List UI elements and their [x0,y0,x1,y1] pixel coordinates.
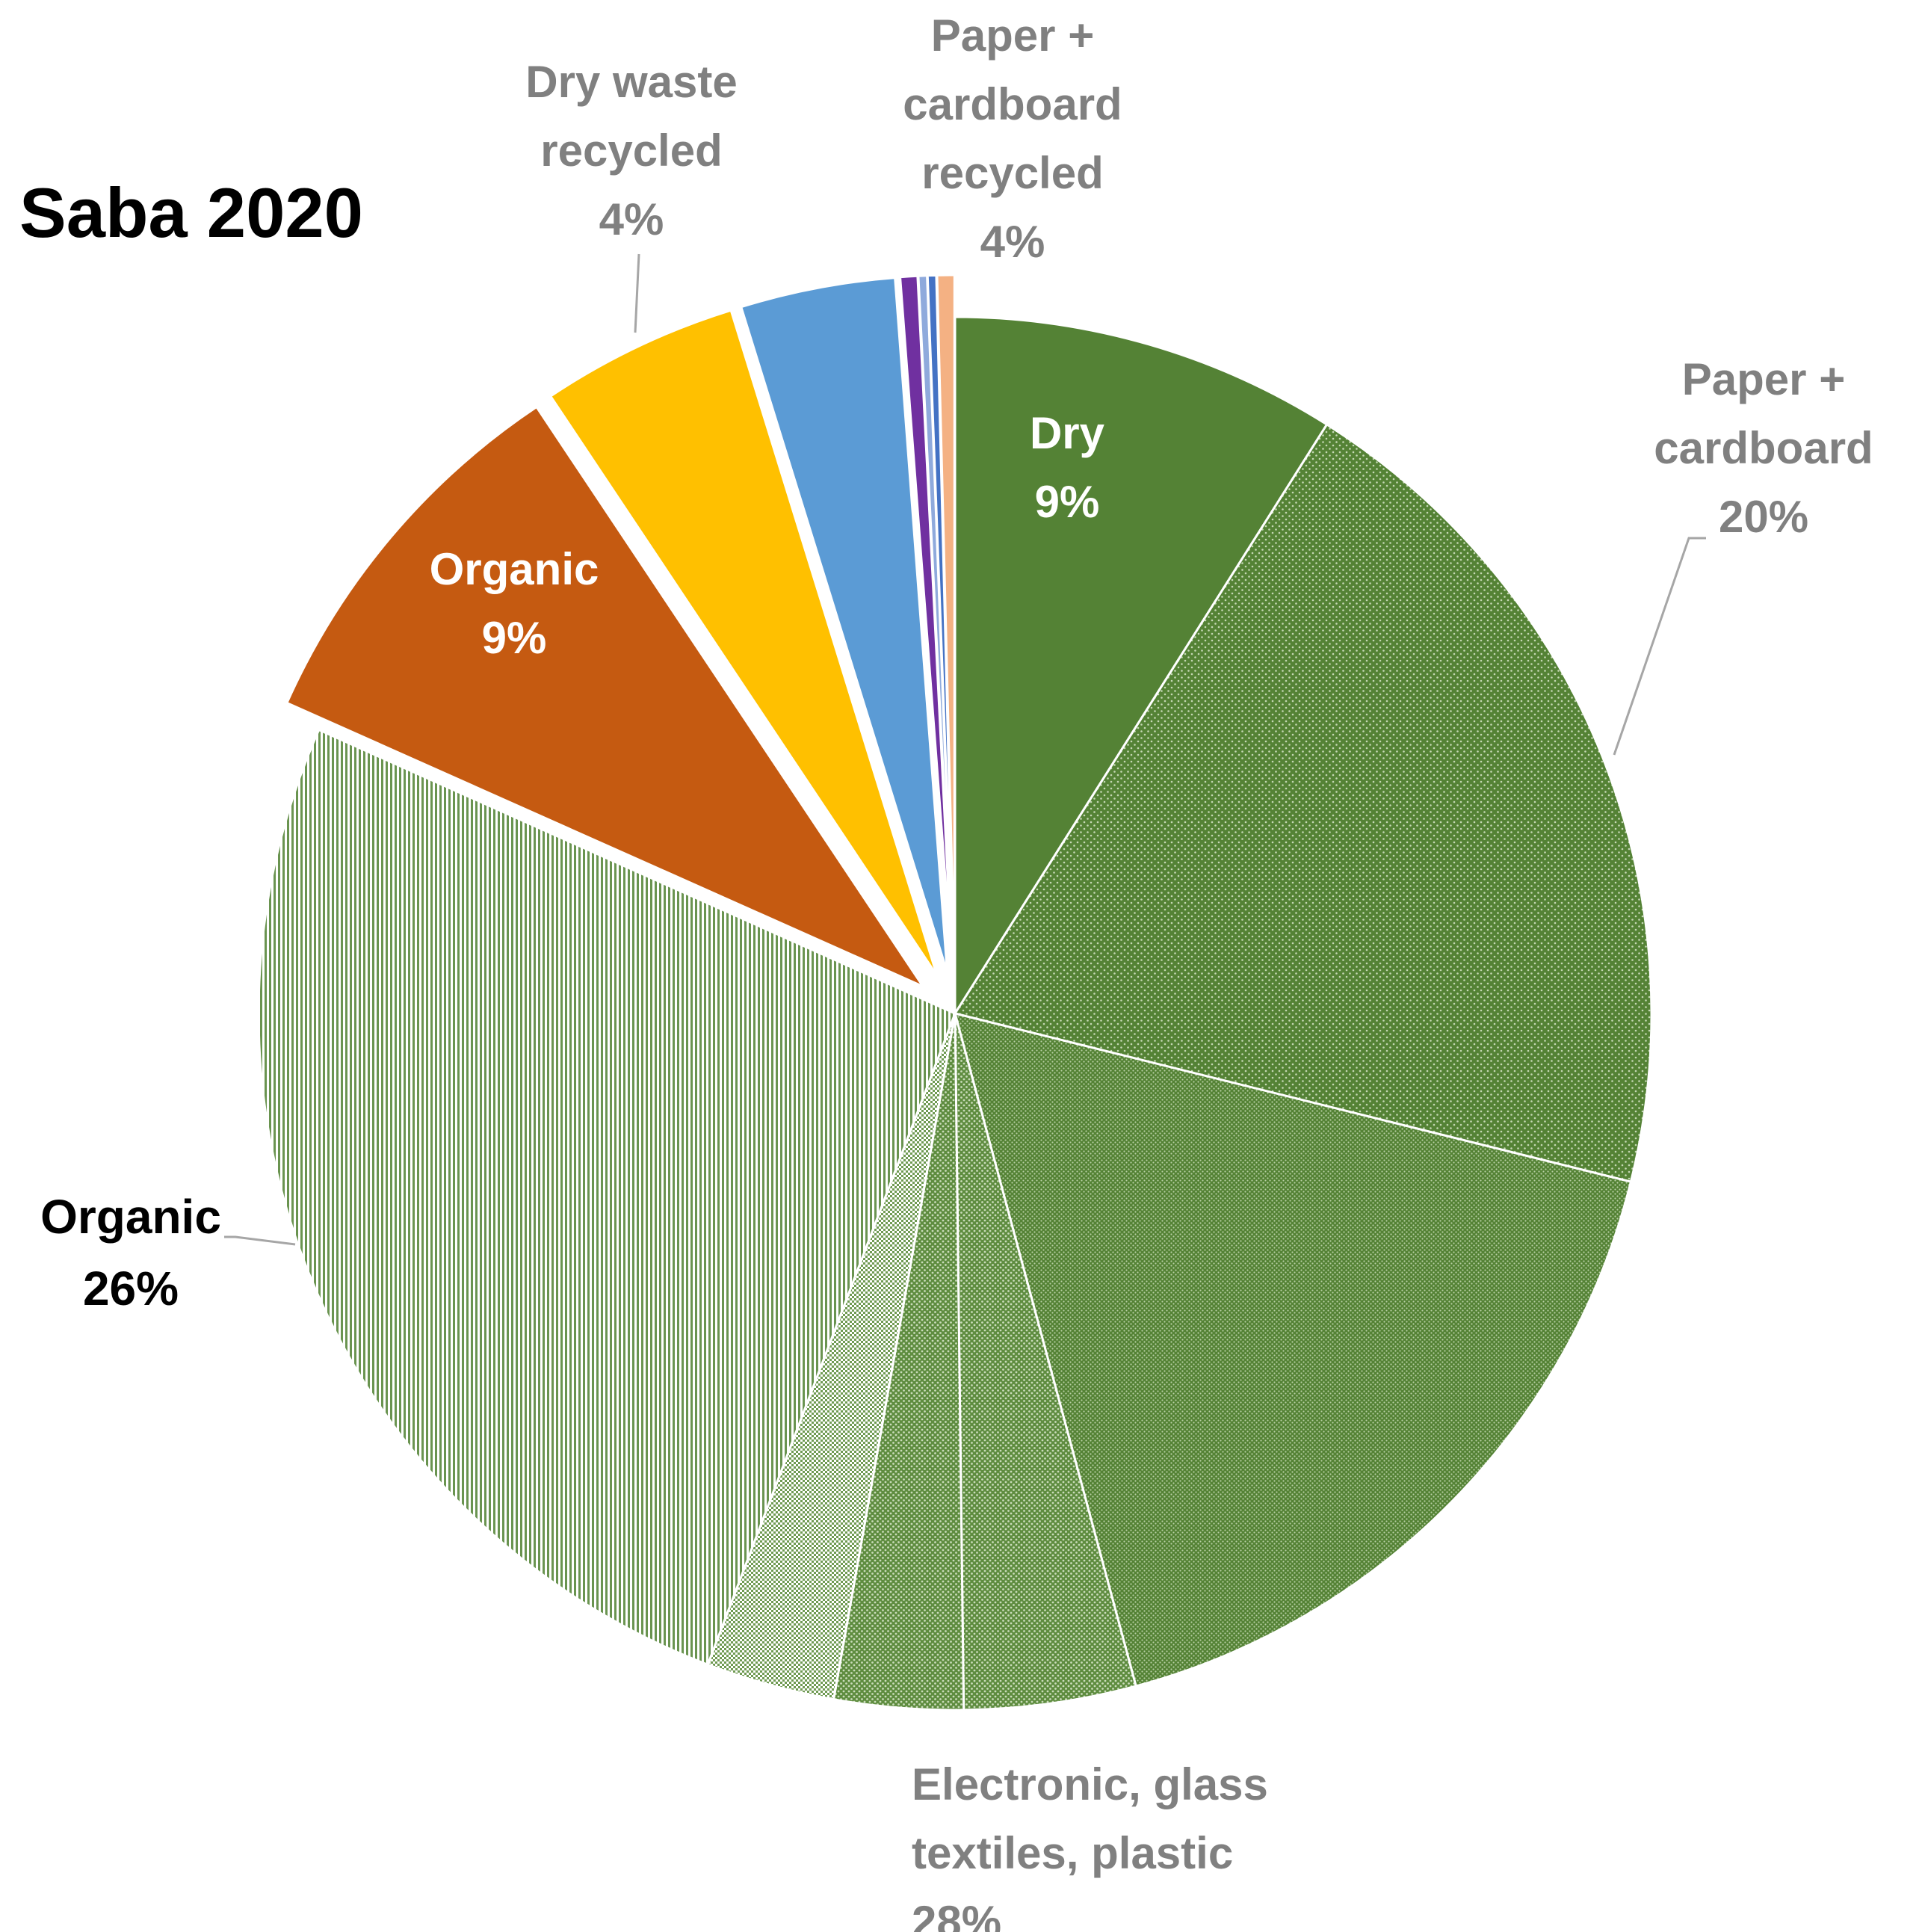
data-label-line: Paper + [931,10,1094,61]
data-label-line: 4% [599,194,664,244]
leader-line-dry-waste-recycled [634,253,640,333]
pie-slice-14 [936,274,956,972]
pie-slice-9 [549,309,939,977]
data-label-line: Electronic, glass [912,1759,1268,1809]
data-label-7: Paper + cardboard recycled 4% [903,10,1122,267]
data-label-4: Organic 26% [40,1190,221,1315]
leader-lines [224,253,1706,1246]
data-label-line: 20% [1719,492,1808,542]
pie-slice-4 [954,1013,1137,1712]
leader-line-organic [224,1235,296,1246]
data-label-line: 26% [83,1262,179,1315]
data-label-2: Paper + cardboard 20% [1654,354,1873,542]
pie-slice-1 [954,315,1329,1018]
data-label-line: cardboard [903,79,1122,129]
pie-slice-2 [953,422,1653,1184]
data-label-line: Paper + [1682,354,1845,404]
data-label-6: Dry waste recycled 4% [525,57,737,244]
data-label-line: Organic [430,544,599,594]
pie-slice-7 [257,728,957,1667]
data-label-3: Electronic, glass textiles, plastic 28% [912,1759,1268,1932]
data-label-line: Organic [40,1190,221,1244]
chart-title: Saba 2020 [19,173,363,252]
data-label-line: recycled [540,126,723,176]
data-label-line: textiles, plastic [912,1828,1233,1878]
leader-line-paper-cardboard [1613,537,1706,756]
data-label-line: recycled [921,148,1104,198]
data-label-line: 4% [980,217,1045,267]
data-label-1: Dry 9% [1030,408,1105,527]
data-label-line: Dry [1030,408,1105,458]
data-label-line: 9% [1035,477,1100,527]
data-label-line: Dry waste [525,57,737,107]
data-label-line: 28% [912,1897,1001,1932]
data-label-line: cardboard [1654,423,1873,473]
data-label-line: 9% [482,613,547,663]
pie-slice-3 [953,1011,1633,1688]
pie-slice-8 [285,405,927,990]
data-label-5: Organic 9% [430,544,599,663]
pie-slice-10 [739,277,949,973]
